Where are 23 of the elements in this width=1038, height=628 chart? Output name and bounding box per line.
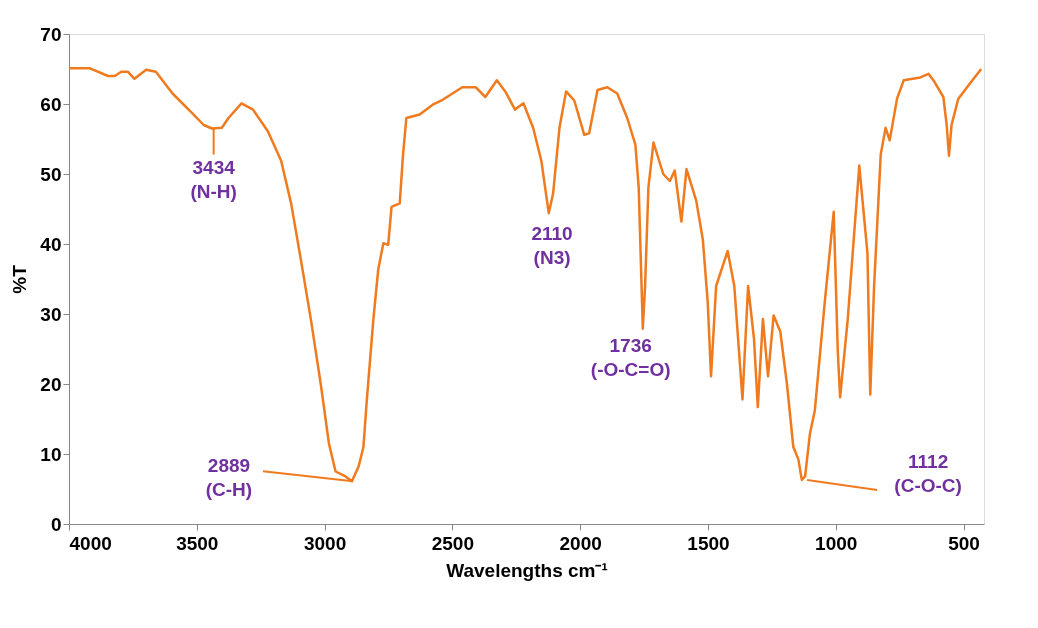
y-axis-title: %T	[9, 264, 31, 294]
annotation: 1736 (-O-C=O)	[590, 334, 671, 380]
y-tick-label: 30	[40, 303, 62, 325]
y-tick-label: 40	[40, 233, 62, 255]
y-tick-label: 0	[50, 513, 62, 535]
y-tick-label: 10	[40, 443, 62, 465]
y-tick-label: 60	[40, 93, 62, 115]
x-tick-label: 500	[948, 532, 980, 554]
annotation: 3434 (N-H)	[190, 156, 237, 202]
y-tick-label: 70	[40, 23, 62, 45]
x-tick-label: 3000	[303, 532, 347, 554]
x-axis-title: Wavelengths cm⁻¹	[446, 559, 608, 581]
annotation: 2110 (N3)	[531, 223, 573, 269]
x-tick-label: 2000	[559, 532, 602, 554]
x-tick-label: 2500	[431, 532, 475, 554]
x-tick-label: 4000	[69, 532, 112, 554]
x-tick-label: 1500	[687, 532, 730, 554]
x-tick-label: 3500	[176, 532, 219, 554]
y-tick-label: 50	[40, 163, 62, 185]
annotation: 2889 (C-H)	[205, 455, 253, 501]
y-tick-label: 20	[40, 373, 62, 395]
x-tick-label: 1000	[815, 532, 858, 554]
annotation: 1112 (C-O-C)	[894, 450, 962, 496]
